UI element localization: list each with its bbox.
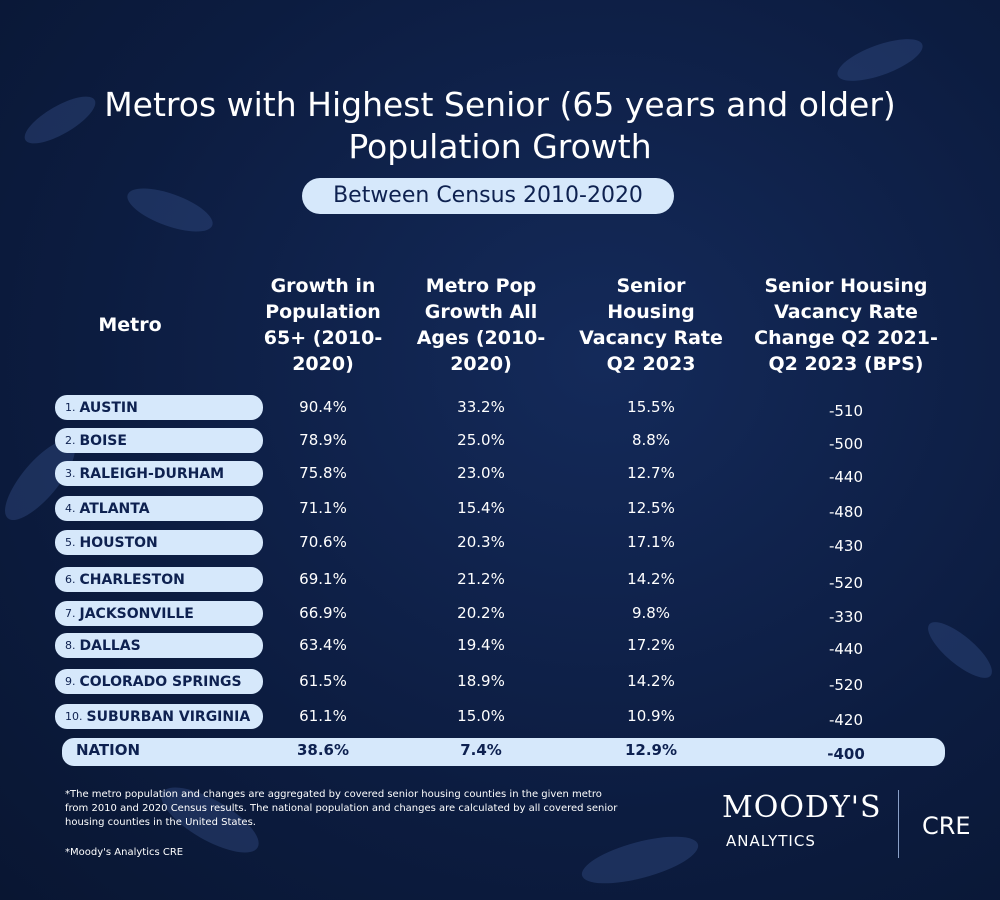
column-header: Metro (98, 314, 162, 336)
value-cell: 61.1% (299, 707, 347, 725)
metro-name: RALEIGH-DURHAM (79, 465, 225, 482)
value-cell: -330 (828, 608, 864, 626)
rank: 6. (65, 573, 76, 586)
logo-divider (898, 790, 899, 858)
value-cell: 17.1% (627, 533, 675, 551)
metro-cell: 8. DALLAS (55, 633, 263, 658)
value-cell: 78.9% (299, 431, 347, 449)
value-cell: 8.8% (631, 431, 671, 449)
value-cell: 17.2% (627, 636, 675, 654)
metro-cell: 4. ATLANTA (55, 496, 263, 521)
value-cell: 63.4% (299, 636, 347, 654)
value-cell: 33.2% (457, 398, 505, 416)
logo-brand: MOODY'S (722, 790, 882, 825)
rank: 9. (65, 675, 76, 688)
value-cell: -480 (828, 503, 864, 521)
value-cell: -520 (828, 676, 864, 694)
value-cell: 69.1% (299, 570, 347, 588)
total-cell: 7.4% (460, 741, 502, 759)
total-label: NATION (75, 741, 141, 759)
value-cell: 19.4% (457, 636, 505, 654)
total-cell: 38.6% (296, 741, 350, 759)
value-cell: 10.9% (627, 707, 675, 725)
value-cell: 9.8% (631, 604, 671, 622)
value-cell: -520 (828, 574, 864, 592)
title: Metros with Highest Senior (65 years and… (104, 85, 896, 166)
footnote: *Moody's Analytics CRE (65, 847, 184, 858)
value-cell: 15.5% (627, 398, 675, 416)
value-cell: 61.5% (299, 672, 347, 690)
value-cell: 14.2% (627, 672, 675, 690)
value-cell: 15.0% (457, 707, 505, 725)
column-header: Senior Housing Vacancy Rate Q2 2023 (579, 275, 723, 375)
metro-name: JACKSONVILLE (79, 605, 194, 622)
value-cell: -440 (828, 640, 864, 658)
footnote: *The metro population and changes are ag… (65, 789, 618, 828)
value-cell: 25.0% (457, 431, 505, 449)
metro-cell: 2. BOISE (55, 428, 263, 453)
metro-cell: 9. COLORADO SPRINGS (55, 669, 263, 694)
column-header: Growth in Population 65+ (2010-2020) (263, 275, 383, 375)
rank: 10. (65, 710, 83, 723)
metro-cell: 5. HOUSTON (55, 530, 263, 555)
value-cell: -440 (828, 468, 864, 486)
total-cell: -400 (827, 745, 865, 763)
value-cell: 20.2% (457, 604, 505, 622)
value-cell: -420 (828, 711, 864, 729)
metro-cell: 1. AUSTIN (55, 395, 263, 420)
value-cell: 18.9% (457, 672, 505, 690)
value-cell: 15.4% (457, 499, 505, 517)
logo-unit: CRE (922, 812, 971, 840)
value-cell: -500 (828, 435, 864, 453)
rank: 4. (65, 502, 76, 515)
value-cell: 66.9% (299, 604, 347, 622)
rank: 2. (65, 434, 76, 447)
value-cell: 21.2% (457, 570, 505, 588)
metro-name: HOUSTON (79, 534, 158, 551)
rank: 3. (65, 467, 76, 480)
metro-cell: 10. SUBURBAN VIRGINIA (55, 704, 263, 729)
rank: 5. (65, 536, 76, 549)
metro-cell: 6. CHARLESTON (55, 567, 263, 592)
value-cell: 14.2% (627, 570, 675, 588)
rank: 1. (65, 401, 76, 414)
rank: 7. (65, 607, 76, 620)
value-cell: -430 (828, 537, 864, 555)
column-header: Metro Pop Growth All Ages (2010-2020) (416, 275, 546, 375)
metro-name: BOISE (79, 432, 127, 449)
column-header: Senior Housing Vacancy Rate Change Q2 20… (754, 275, 938, 375)
metro-name: SUBURBAN VIRGINIA (86, 708, 251, 725)
total-row-background (62, 738, 945, 766)
metro-cell: 3. RALEIGH-DURHAM (55, 461, 263, 486)
subtitle: Between Census 2010-2020 (302, 178, 674, 214)
value-cell: 90.4% (299, 398, 347, 416)
value-cell: 12.7% (627, 464, 675, 482)
value-cell: 23.0% (457, 464, 505, 482)
value-cell: 12.5% (627, 499, 675, 517)
metro-name: AUSTIN (79, 399, 138, 416)
rank: 8. (65, 639, 76, 652)
value-cell: -510 (828, 402, 864, 420)
metro-name: CHARLESTON (79, 571, 185, 588)
metro-name: DALLAS (79, 637, 141, 654)
value-cell: 70.6% (299, 533, 347, 551)
logo-sub: ANALYTICS (726, 832, 816, 850)
metro-name: ATLANTA (79, 500, 150, 517)
value-cell: 20.3% (457, 533, 505, 551)
total-cell: 12.9% (624, 741, 678, 759)
value-cell: 75.8% (299, 464, 347, 482)
value-cell: 71.1% (299, 499, 347, 517)
metro-name: COLORADO SPRINGS (79, 673, 242, 690)
metro-cell: 7. JACKSONVILLE (55, 601, 263, 626)
